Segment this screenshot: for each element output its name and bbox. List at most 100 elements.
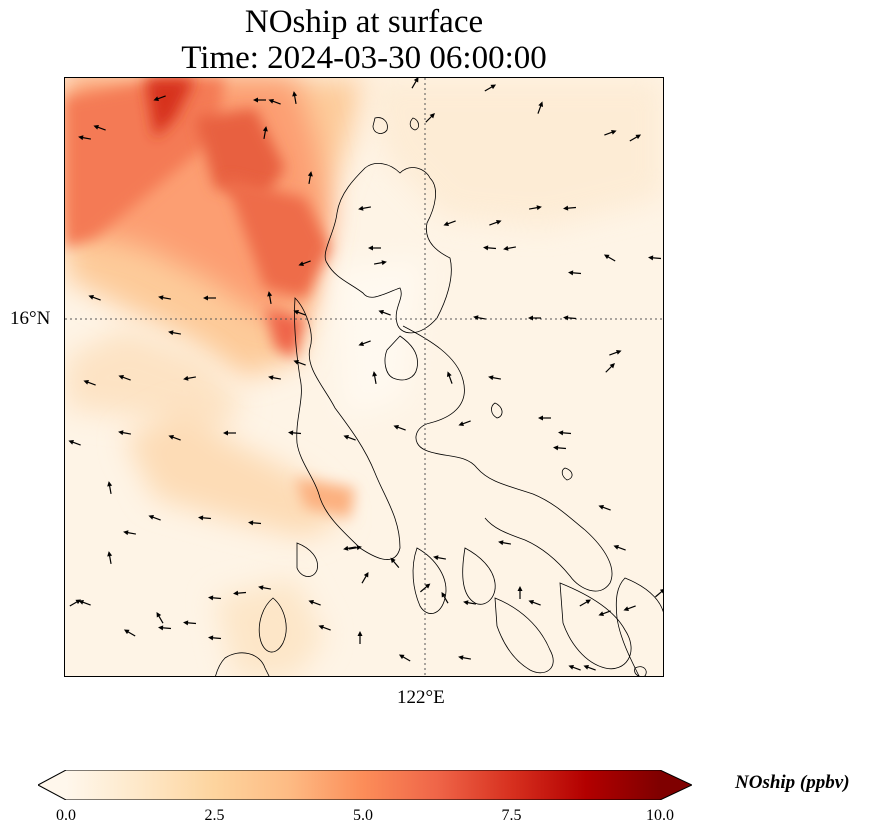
- wind-arrow: [183, 620, 197, 626]
- wind-arrow: [613, 544, 626, 551]
- wind-arrow: [357, 631, 363, 644]
- wind-arrow: [208, 595, 222, 601]
- wind-arrow: [153, 95, 166, 102]
- wind-arrow: [358, 205, 372, 211]
- wind-arrow: [372, 371, 378, 385]
- wind-arrow: [318, 624, 331, 631]
- wind-arrow: [488, 375, 502, 381]
- wind-arrow: [298, 260, 311, 267]
- wind-arrow: [568, 270, 582, 276]
- coastline-luzon-west: [384, 335, 418, 381]
- wind-arrow: [609, 349, 622, 356]
- map-panel: [64, 77, 664, 677]
- colorbar-tick-label: 5.0: [353, 807, 373, 824]
- wind-arrow: [579, 599, 592, 607]
- wind-arrow: [368, 245, 381, 251]
- colorbar-extend-low: [38, 770, 66, 800]
- colorbar: [38, 770, 692, 800]
- wind-arrow: [348, 545, 362, 551]
- wind-arrow: [538, 415, 551, 421]
- wind-arrow: [156, 611, 164, 624]
- lon-tick-label: 122°E: [397, 687, 445, 708]
- wind-arrow: [358, 340, 371, 347]
- wind-arrow: [598, 610, 611, 617]
- wind-arrow: [93, 124, 106, 131]
- wind-arrow: [88, 294, 101, 301]
- wind-arrow: [563, 315, 577, 321]
- wind-arrow: [503, 245, 517, 251]
- wind-arrow: [433, 555, 447, 561]
- wind-arrow: [268, 98, 281, 105]
- wind-arrow: [390, 557, 400, 568]
- wind-arrow: [107, 481, 113, 495]
- wind-arrow: [489, 219, 502, 226]
- wind-arrow: [648, 255, 662, 261]
- wind-arrow: [267, 291, 273, 305]
- wind-arrow: [268, 375, 282, 381]
- wind-arrow: [307, 171, 313, 185]
- wind-arrow: [528, 315, 541, 321]
- wind-arrow: [203, 295, 216, 301]
- wind-arrow: [248, 520, 262, 526]
- gridlines: [65, 78, 663, 676]
- wind-arrow: [78, 135, 92, 141]
- wind-arrow: [373, 260, 387, 266]
- wind-arrow: [233, 590, 247, 596]
- wind-arrow: [655, 588, 663, 598]
- wind-arrow: [343, 434, 356, 441]
- colorbar-gradient: [66, 770, 660, 800]
- wind-arrow: [168, 434, 181, 441]
- wind-arrow: [158, 295, 172, 301]
- wind-arrow: [623, 605, 636, 612]
- lat-tick-label: 16°N: [10, 308, 51, 329]
- wind-arrow: [458, 655, 472, 661]
- wind-arrow: [604, 129, 617, 136]
- coastline-islet-4: [561, 467, 573, 481]
- wind-arrow: [458, 420, 471, 427]
- coastline-samar: [615, 577, 663, 676]
- wind-arrow: [293, 309, 306, 316]
- wind-arrow: [553, 445, 567, 451]
- map-title-line-2: Time: 2024-03-30 06:00:00: [181, 40, 547, 76]
- wind-arrow: [183, 375, 197, 381]
- wind-arrow: [378, 309, 391, 316]
- wind-arrow: [123, 629, 136, 637]
- wind-arrow: [208, 635, 222, 641]
- wind-vector-layer: [68, 78, 663, 671]
- coastline-island-a: [412, 547, 447, 614]
- wind-arrow: [398, 654, 411, 662]
- wind-arrow: [583, 664, 596, 671]
- colorbar-extend-high: [660, 770, 692, 800]
- colorbar-tick-label: 0.0: [56, 807, 76, 824]
- wind-arrow: [498, 540, 512, 546]
- coastline-islet-5: [634, 666, 647, 676]
- wind-arrow: [223, 430, 236, 436]
- wind-arrow: [148, 514, 161, 521]
- coastline-island-b: [296, 542, 318, 577]
- coastline-luzon-east: [402, 325, 613, 592]
- wind-arrow: [563, 205, 577, 211]
- coastline-layer: [215, 117, 663, 676]
- wind-arrow: [603, 254, 616, 262]
- wind-arrow: [598, 504, 611, 511]
- wind-arrow: [537, 101, 544, 114]
- wind-arrow: [258, 585, 272, 591]
- colorbar-label: NOship (ppbv): [735, 772, 850, 793]
- wind-arrow: [288, 430, 302, 436]
- wind-arrow: [292, 91, 298, 105]
- wind-arrow: [568, 664, 581, 671]
- map-canvas: [65, 78, 663, 676]
- wind-arrow: [528, 205, 542, 211]
- coastline-panay: [559, 582, 632, 670]
- coastline-luzon-body: [294, 297, 401, 560]
- wind-arrow: [68, 439, 81, 446]
- wind-arrow: [107, 551, 113, 565]
- wind-arrow: [361, 571, 369, 584]
- wind-arrow: [443, 220, 456, 227]
- wind-arrow: [308, 599, 321, 606]
- coastline-mindoro-north: [462, 547, 496, 605]
- wind-arrow: [393, 424, 406, 431]
- wind-arrow: [473, 315, 487, 321]
- wind-arrow: [420, 583, 431, 593]
- coastline-mindoro: [494, 597, 554, 674]
